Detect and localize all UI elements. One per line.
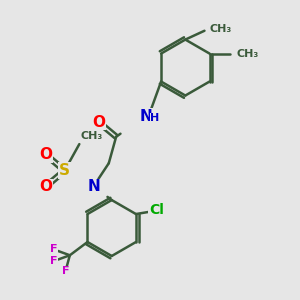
- Text: CH₃: CH₃: [81, 131, 103, 141]
- Text: N: N: [88, 179, 100, 194]
- Text: F: F: [50, 256, 57, 266]
- Text: F: F: [62, 266, 69, 277]
- Text: S: S: [59, 163, 70, 178]
- Text: O: O: [92, 115, 105, 130]
- Text: CH₃: CH₃: [210, 24, 232, 34]
- Text: CH₃: CH₃: [236, 49, 258, 58]
- Text: Cl: Cl: [149, 202, 164, 217]
- Text: H: H: [150, 113, 160, 124]
- Text: O: O: [39, 147, 52, 162]
- Text: F: F: [50, 244, 57, 254]
- Text: N: N: [139, 109, 152, 124]
- Text: O: O: [39, 179, 52, 194]
